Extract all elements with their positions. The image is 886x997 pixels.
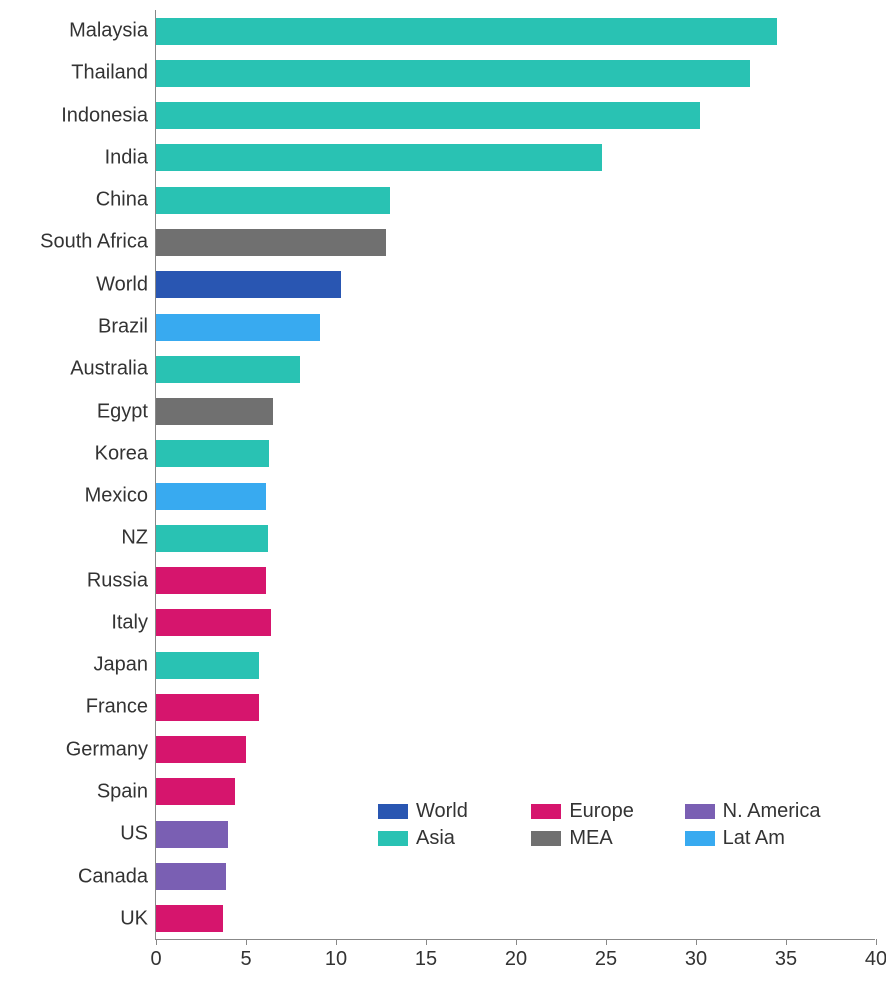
bar <box>156 314 320 341</box>
legend-swatch <box>531 804 561 819</box>
x-tick-label: 25 <box>595 948 617 971</box>
legend-swatch <box>685 831 715 846</box>
bar-row <box>156 433 875 475</box>
x-tick <box>876 939 877 945</box>
bar <box>156 440 269 467</box>
bar <box>156 102 700 129</box>
legend-label: MEA <box>569 827 612 850</box>
bar <box>156 609 271 636</box>
bar-row <box>156 52 875 94</box>
legend-swatch <box>378 804 408 819</box>
legend-item: Asia <box>378 827 531 850</box>
bar-row <box>156 898 875 940</box>
bar-row <box>156 729 875 771</box>
y-axis-label: Japan <box>94 654 149 677</box>
legend-swatch <box>531 831 561 846</box>
legend-item: Lat Am <box>685 827 838 850</box>
bar-row <box>156 137 875 179</box>
bar-row <box>156 179 875 221</box>
x-tick-label: 40 <box>865 948 886 971</box>
legend-row: World Europe N. America <box>378 800 838 823</box>
bar <box>156 18 777 45</box>
bar <box>156 144 602 171</box>
y-axis-label: Germany <box>66 738 148 761</box>
y-axis-label: Korea <box>95 442 148 465</box>
bar <box>156 821 228 848</box>
bar-row <box>156 686 875 728</box>
y-axis-label: UK <box>120 907 148 930</box>
y-axis-label: Canada <box>78 865 148 888</box>
bar <box>156 525 268 552</box>
x-tick-label: 15 <box>415 948 437 971</box>
y-axis-label: Australia <box>70 358 148 381</box>
bar <box>156 652 259 679</box>
y-axis-label: South Africa <box>40 231 148 254</box>
legend-item: World <box>378 800 531 823</box>
legend: World Europe N. America Asia MEA Lat Am <box>378 800 838 854</box>
legend-label: Asia <box>416 827 455 850</box>
y-axis-label: India <box>105 146 148 169</box>
bar-row <box>156 475 875 517</box>
legend-row: Asia MEA Lat Am <box>378 827 838 850</box>
bar-row <box>156 517 875 559</box>
bar <box>156 483 266 510</box>
x-tick-label: 0 <box>150 948 161 971</box>
bar <box>156 187 390 214</box>
y-axis-label: Egypt <box>97 400 148 423</box>
bar-row <box>156 221 875 263</box>
bar-row <box>156 644 875 686</box>
bar <box>156 356 300 383</box>
bar-row <box>156 306 875 348</box>
y-axis-label: Mexico <box>85 485 148 508</box>
bar-row <box>156 10 875 52</box>
legend-label: World <box>416 800 468 823</box>
bar-row <box>156 855 875 897</box>
bar <box>156 398 273 425</box>
legend-item: MEA <box>531 827 684 850</box>
y-axis-label: Malaysia <box>69 20 148 43</box>
y-axis-label: NZ <box>121 527 148 550</box>
bar-row <box>156 390 875 432</box>
legend-item: N. America <box>685 800 838 823</box>
bar-row <box>156 264 875 306</box>
bar <box>156 778 235 805</box>
legend-label: Europe <box>569 800 634 823</box>
bar-row <box>156 348 875 390</box>
bar <box>156 863 226 890</box>
bar-row <box>156 95 875 137</box>
bar <box>156 905 223 932</box>
bar-row <box>156 560 875 602</box>
x-tick-label: 30 <box>685 948 707 971</box>
bar <box>156 271 341 298</box>
bar <box>156 694 259 721</box>
bar-row <box>156 602 875 644</box>
y-axis-label: Italy <box>111 611 148 634</box>
y-axis-label: US <box>120 823 148 846</box>
legend-swatch <box>378 831 408 846</box>
x-tick-label: 10 <box>325 948 347 971</box>
x-tick-label: 35 <box>775 948 797 971</box>
bar <box>156 60 750 87</box>
legend-item: Europe <box>531 800 684 823</box>
legend-label: N. America <box>723 800 821 823</box>
y-axis-label: World <box>96 273 148 296</box>
legend-label: Lat Am <box>723 827 785 850</box>
chart-container: 0 5 10 15 20 25 30 35 40 World Europe N. America As… <box>0 0 886 997</box>
y-axis-label: Indonesia <box>61 104 148 127</box>
bar <box>156 567 266 594</box>
x-tick-label: 20 <box>505 948 527 971</box>
y-axis-label: China <box>96 189 148 212</box>
y-axis-label: Brazil <box>98 316 148 339</box>
y-axis-label: Spain <box>97 780 148 803</box>
y-axis-label: Russia <box>87 569 148 592</box>
legend-swatch <box>685 804 715 819</box>
x-tick-label: 5 <box>240 948 251 971</box>
bar <box>156 229 386 256</box>
bar <box>156 736 246 763</box>
y-axis-label: Thailand <box>71 62 148 85</box>
y-axis-label: France <box>86 696 148 719</box>
